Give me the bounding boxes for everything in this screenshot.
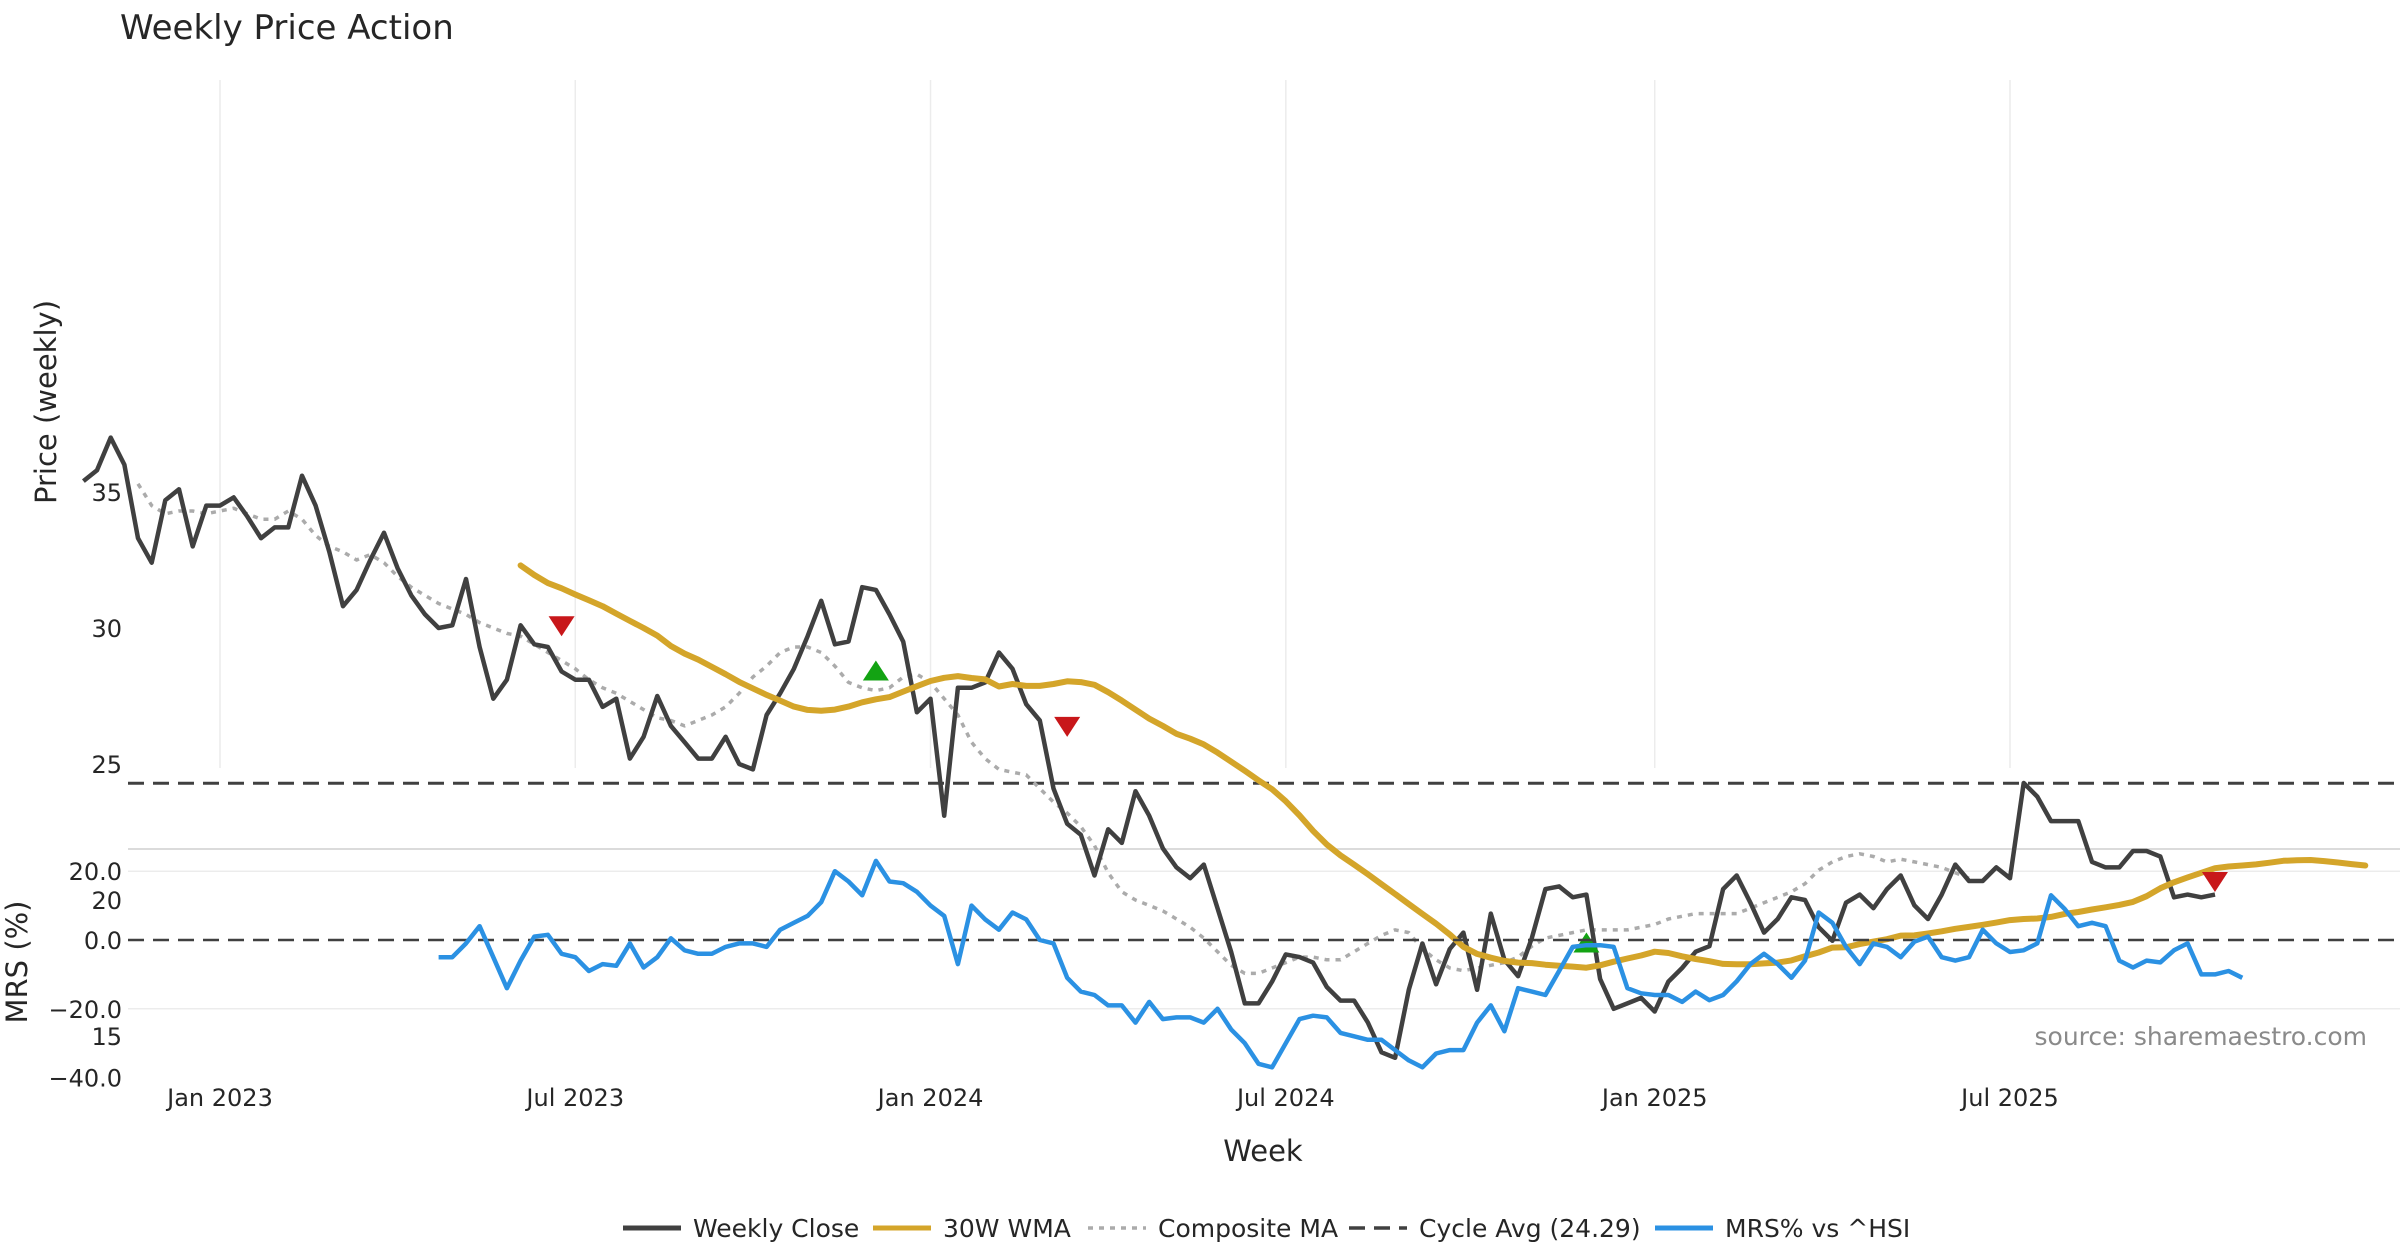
chart-title: Weekly Price Action (120, 8, 454, 48)
sell-marker (1054, 716, 1081, 737)
legend-label: MRS% vs ^HSI (1725, 1214, 1910, 1243)
x-tick: Jul 2025 (1959, 1084, 2059, 1112)
mrs-line (438, 858, 2244, 1070)
legend-item: MRS% vs ^HSI (1655, 1214, 1910, 1243)
mrs-y-tick: 20.0 (69, 858, 122, 886)
sell-marker (548, 616, 575, 637)
x-tick: Jan 2024 (876, 1084, 984, 1112)
legend: Weekly Close 30W WMA Composite MA Cycle Avg… (623, 1214, 1910, 1243)
legend-label: 30W WMA (943, 1214, 1071, 1243)
legend-label: Composite MA (1158, 1214, 1338, 1243)
legend-item: 30W WMA (873, 1214, 1071, 1243)
mrs-y-tick: 0.0 (84, 927, 122, 955)
mrs-axis-title: MRS (%) (0, 901, 34, 1024)
x-axis-title: Week (1223, 1134, 1303, 1168)
composite-ma-line (136, 482, 1970, 976)
source-label: source: sharemaestro.com (2035, 1022, 2368, 1051)
x-tick: Jan 2025 (1600, 1084, 1708, 1112)
weekly-close-line (81, 435, 2216, 1061)
mrs-y-tick-labels: 20.0 0.0 −20.0 −40.0 (48, 858, 122, 1092)
legend-item: Cycle Avg (24.29) (1349, 1214, 1641, 1243)
price-y-tick-labels: 15 20 25 30 35 (91, 479, 122, 1051)
x-tick: Jul 2023 (524, 1084, 624, 1112)
legend-label: Cycle Avg (24.29) (1419, 1214, 1641, 1243)
buy-marker (862, 660, 889, 681)
price-grid (219, 80, 2011, 768)
x-tick-labels: Jan 2023 Jul 2023 Jan 2024 Jul 2024 Jan 2025… (165, 1084, 2059, 1112)
price-y-tick: 20 (91, 887, 122, 915)
legend-item: Weekly Close (623, 1214, 859, 1243)
sell-marker (2201, 871, 2228, 892)
price-y-tick: 15 (91, 1023, 122, 1051)
mrs-series (128, 858, 2400, 1070)
mrs-y-tick: −20.0 (48, 996, 122, 1024)
price-series (81, 435, 2400, 1061)
mrs-grid (128, 848, 2400, 1010)
price-y-tick: 30 (91, 615, 122, 643)
legend-item: Composite MA (1088, 1214, 1338, 1243)
x-tick: Jul 2024 (1235, 1084, 1335, 1112)
mrs-y-tick: −40.0 (48, 1065, 122, 1093)
price-y-tick: 35 (91, 479, 122, 507)
x-tick: Jan 2023 (165, 1084, 273, 1112)
price-y-tick: 25 (91, 751, 122, 779)
wma-30w-line (517, 562, 2369, 971)
legend-label: Weekly Close (693, 1214, 859, 1243)
price-axis-title: Price (weekly) (29, 300, 63, 504)
